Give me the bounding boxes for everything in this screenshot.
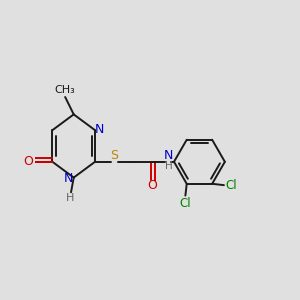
Text: N: N bbox=[64, 172, 74, 184]
Text: CH₃: CH₃ bbox=[54, 85, 75, 94]
Text: Cl: Cl bbox=[225, 178, 237, 192]
Text: H: H bbox=[66, 193, 74, 203]
Text: S: S bbox=[110, 149, 118, 162]
Text: N: N bbox=[95, 123, 104, 136]
Text: H: H bbox=[165, 161, 172, 171]
Text: O: O bbox=[23, 155, 33, 168]
Text: O: O bbox=[148, 179, 158, 192]
Text: Cl: Cl bbox=[180, 196, 191, 210]
Text: N: N bbox=[164, 149, 174, 162]
